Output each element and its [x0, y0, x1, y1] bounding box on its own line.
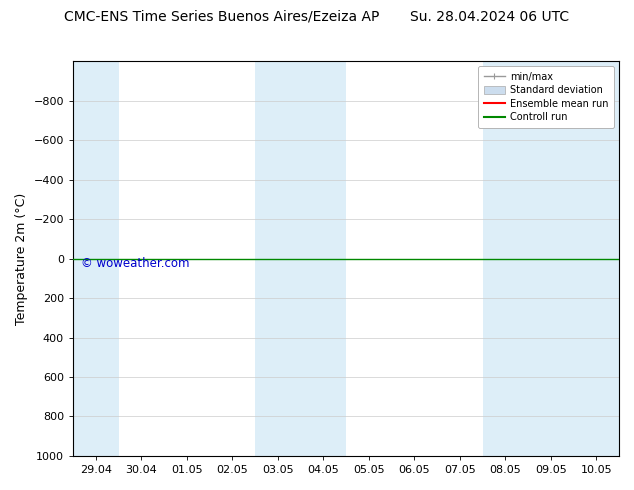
Legend: min/max, Standard deviation, Ensemble mean run, Controll run: min/max, Standard deviation, Ensemble me…	[478, 66, 614, 128]
Bar	[482, 61, 528, 456]
Bar	[574, 61, 619, 456]
Text: CMC-ENS Time Series Buenos Aires/Ezeiza AP       Su. 28.04.2024 06 UTC: CMC-ENS Time Series Buenos Aires/Ezeiza …	[65, 10, 569, 24]
Text: © woweather.com: © woweather.com	[81, 257, 190, 270]
Y-axis label: Temperature 2m (°C): Temperature 2m (°C)	[15, 193, 28, 325]
Bar	[255, 61, 301, 456]
Bar	[73, 61, 119, 456]
Bar	[301, 61, 346, 456]
Bar	[528, 61, 574, 456]
